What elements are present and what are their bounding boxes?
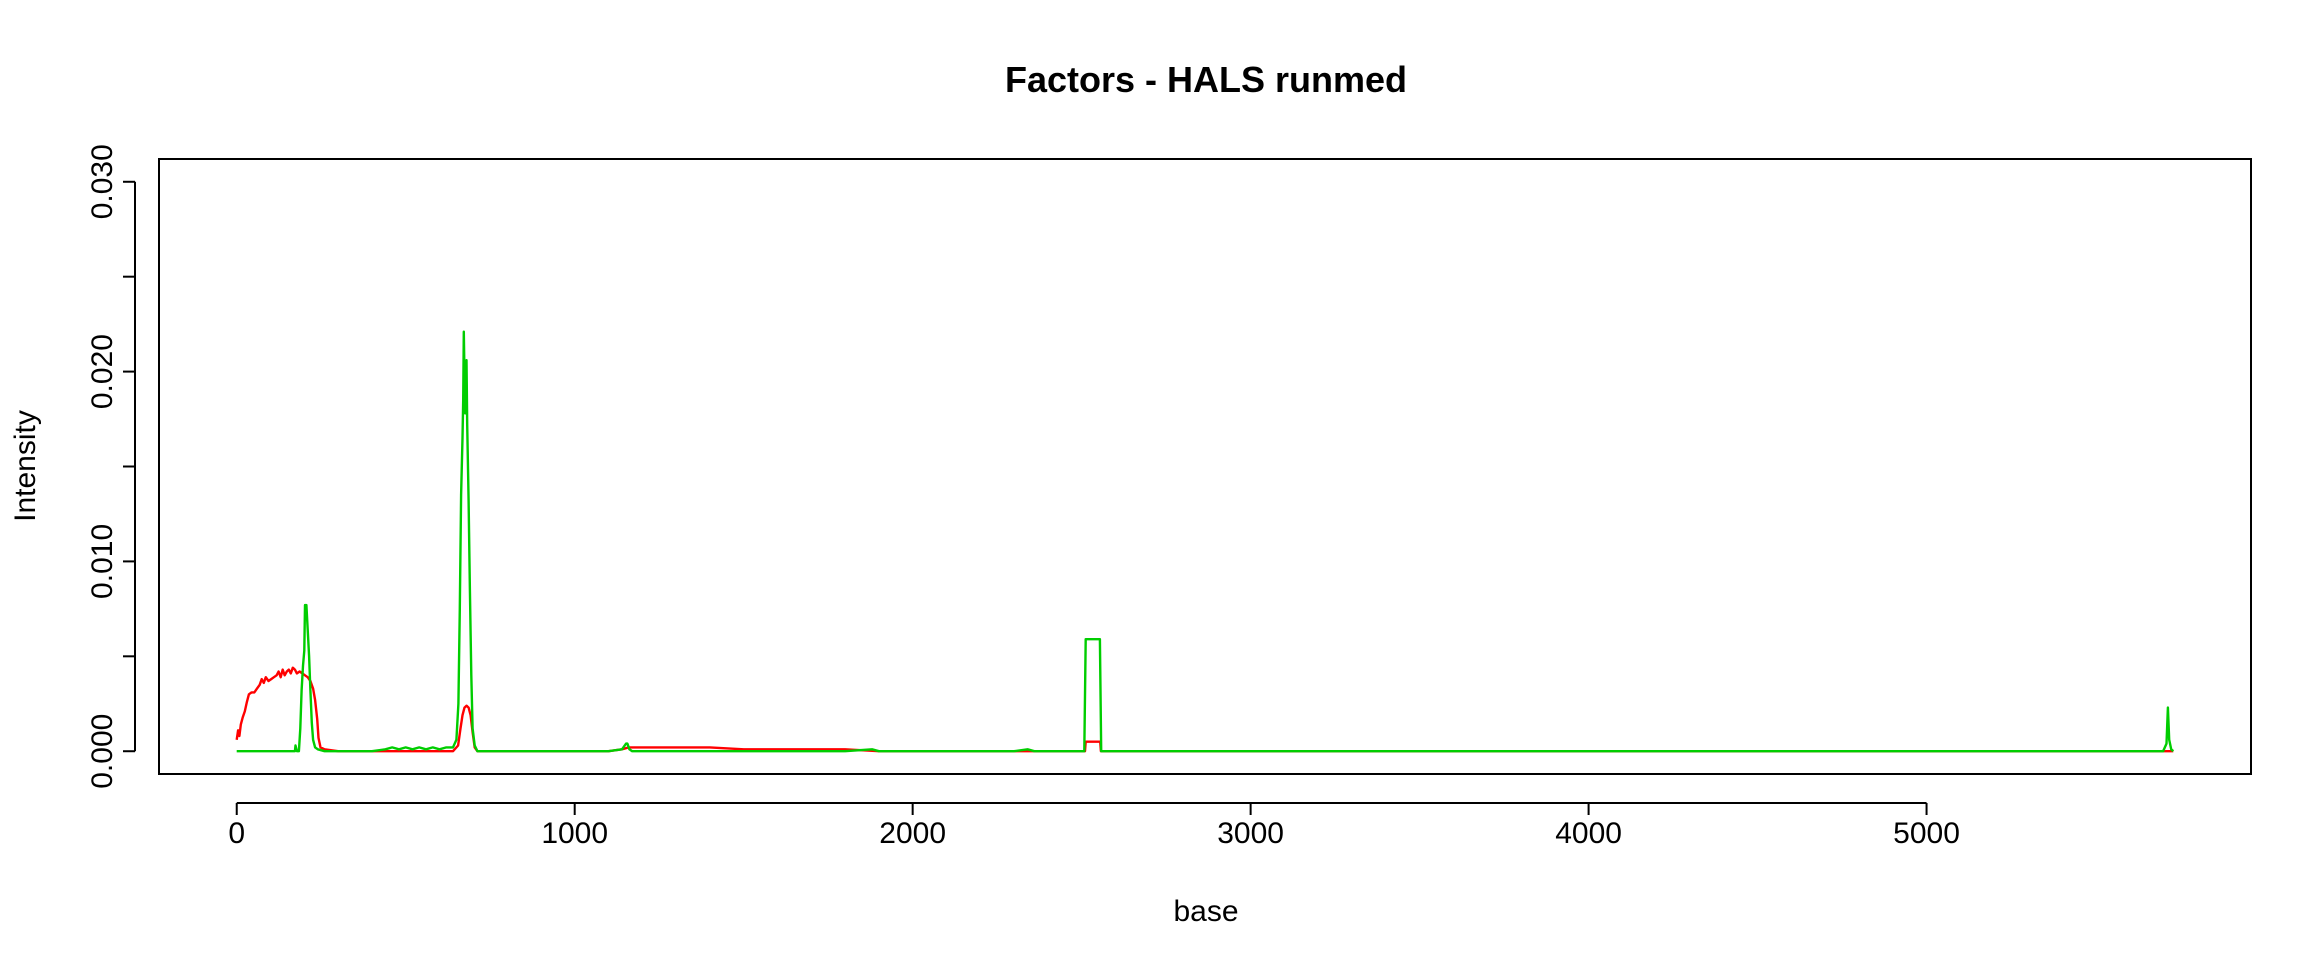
y-axis: 0.000 0.010 0.020 0.030 — [86, 144, 136, 789]
series-line-2 — [236, 330, 2175, 753]
series-layer — [235, 330, 2175, 753]
plot-box — [158, 158, 2252, 775]
x-axis: 0 1000 2000 3000 4000 5000 — [228, 802, 1960, 850]
x-tick-label: 1000 — [541, 817, 608, 850]
y-axis-label: Intensity — [9, 410, 42, 522]
y-tick-label: 0.000 — [86, 714, 119, 789]
series-line-1 — [235, 666, 2174, 753]
y-tick-label: 0.020 — [86, 334, 119, 409]
x-tick-label: 3000 — [1217, 817, 1284, 850]
y-tick-label: 0.010 — [86, 524, 119, 599]
chart-title: Factors - HALS runmed — [1005, 59, 1407, 100]
x-axis-label: base — [1173, 895, 1238, 928]
x-tick-label: 0 — [228, 817, 245, 850]
y-tick-label: 0.030 — [86, 144, 119, 219]
x-tick-label: 2000 — [879, 817, 946, 850]
x-tick-label: 4000 — [1555, 817, 1622, 850]
x-tick-label: 5000 — [1893, 817, 1960, 850]
